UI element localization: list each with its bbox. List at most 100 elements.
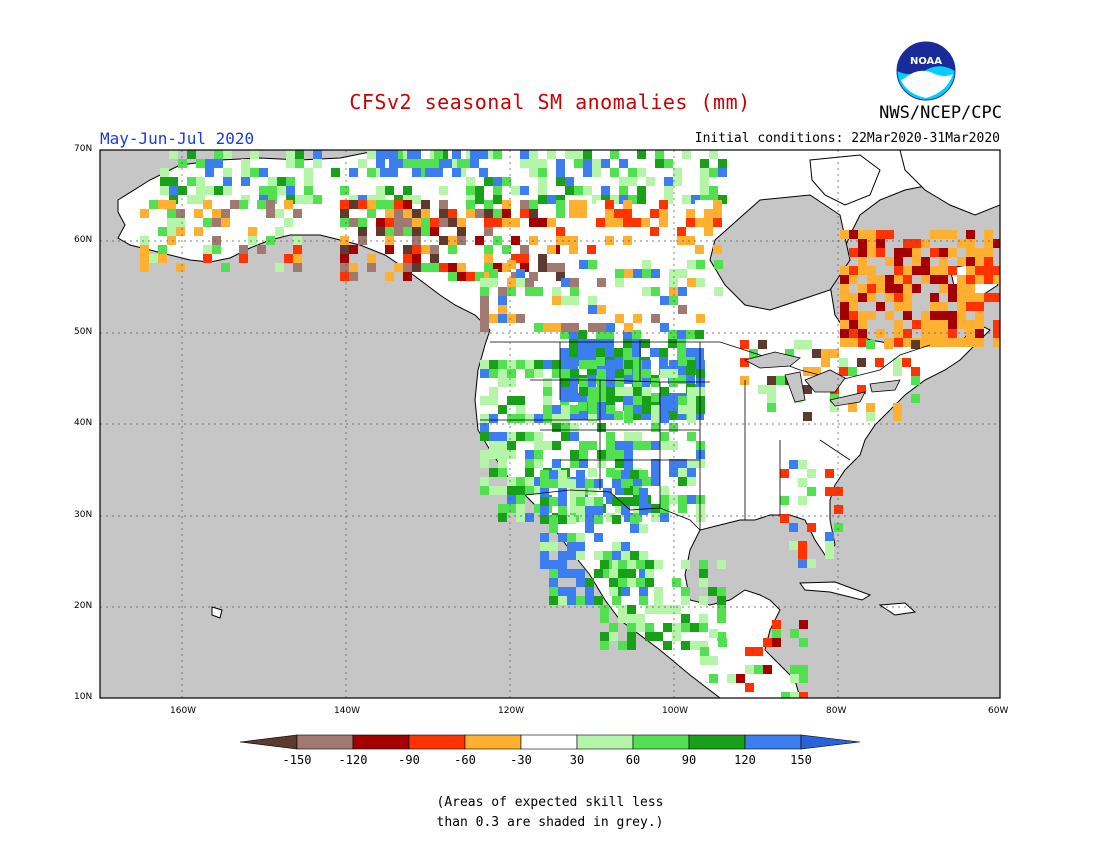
anomaly-cell (669, 287, 678, 296)
anomaly-cell (277, 177, 286, 186)
anomaly-cell (639, 569, 648, 578)
anomaly-cell (549, 542, 558, 551)
colorbar-tick-label: -90 (398, 753, 420, 767)
anomaly-cell (561, 423, 570, 432)
anomaly-cell (158, 227, 167, 236)
anomaly-cell (858, 239, 867, 248)
anomaly-cell (547, 218, 556, 227)
anomaly-cell (601, 186, 610, 195)
anomaly-cell (412, 254, 421, 263)
anomaly-cell (659, 402, 668, 411)
anomaly-cell (633, 504, 642, 513)
great-lakes (743, 351, 901, 407)
latitude-label: 40N (74, 418, 93, 428)
anomaly-cell (585, 479, 594, 488)
anomaly-cell (798, 496, 807, 505)
anomaly-cell (498, 459, 507, 468)
anomaly-cell (669, 378, 678, 387)
anomaly-cell (803, 340, 812, 349)
anomaly-cell (637, 186, 646, 195)
anomaly-cell (547, 195, 556, 204)
anomaly-cell (187, 177, 196, 186)
anomaly-cell (540, 470, 549, 479)
anomaly-cell (569, 245, 578, 254)
anomaly-cell (367, 209, 376, 218)
anomaly-cell (930, 275, 939, 284)
anomaly-cell (628, 195, 637, 204)
anomaly-cell (569, 339, 578, 348)
anomaly-cell (681, 641, 690, 650)
anomaly-cell (903, 239, 912, 248)
anomaly-cell (615, 486, 624, 495)
anomaly-cell (686, 330, 695, 339)
anomaly-cell (421, 263, 430, 272)
anomaly-cell (331, 168, 340, 177)
anomaly-cell (633, 360, 642, 369)
anomaly-cell (627, 578, 636, 587)
anomaly-cell (696, 396, 705, 405)
anomaly-cell (825, 487, 834, 496)
anomaly-cell (704, 218, 713, 227)
anomaly-cell (681, 614, 690, 623)
anomaly-cell (385, 209, 394, 218)
anomaly-cell (543, 414, 552, 423)
anomaly-cell (669, 278, 678, 287)
anomaly-cell (632, 236, 641, 245)
anomaly-cell (480, 314, 489, 323)
anomaly-cell (403, 227, 412, 236)
anomaly-cell (507, 441, 516, 450)
anomaly-cell (615, 314, 624, 323)
anomaly-cell (678, 405, 687, 414)
anomaly-cell (619, 186, 628, 195)
anomaly-cell (574, 150, 583, 159)
anomaly-cell (250, 150, 259, 159)
anomaly-cell (241, 177, 250, 186)
anomaly-cell (912, 239, 921, 248)
anomaly-cell (790, 674, 799, 683)
anomaly-cell (867, 275, 876, 284)
anomaly-cell (561, 296, 570, 305)
anomaly-cell (489, 396, 498, 405)
anomaly-cell (578, 200, 587, 209)
anomaly-cell (534, 432, 543, 441)
anomaly-cell (678, 287, 687, 296)
anomaly-cell (659, 393, 668, 402)
anomaly-cell (867, 230, 876, 239)
anomaly-cell (798, 559, 807, 568)
anomaly-cell (585, 515, 594, 524)
anomaly-cell (439, 186, 448, 195)
anomaly-cell (534, 441, 543, 450)
anomaly-cell (558, 506, 567, 515)
anomaly-cell (660, 369, 669, 378)
anomaly-cell (821, 358, 830, 367)
anomaly-cell (639, 587, 648, 596)
anomaly-cell (489, 441, 498, 450)
anomaly-cell (849, 266, 858, 275)
anomaly-cell (549, 524, 558, 533)
anomaly-cell (480, 305, 489, 314)
anomaly-cell (687, 278, 696, 287)
anomaly-cell (696, 441, 705, 450)
anomaly-cell (167, 227, 176, 236)
anomaly-cell (636, 623, 645, 632)
anomaly-cell (480, 296, 489, 305)
anomaly-cell (259, 186, 268, 195)
anomaly-cell (507, 278, 516, 287)
anomaly-cell (966, 284, 975, 293)
anomaly-cell (641, 218, 650, 227)
anomaly-cell (403, 263, 412, 272)
anomaly-cell (858, 230, 867, 239)
anomaly-cell (540, 515, 549, 524)
anomaly-cell (654, 587, 663, 596)
anomaly-cell (930, 248, 939, 257)
anomaly-cell (984, 239, 993, 248)
anomaly-cell (293, 254, 302, 263)
colorbar-swatch (632, 734, 690, 750)
anomaly-cell (678, 468, 687, 477)
anomaly-cell (621, 587, 630, 596)
anomaly-cell (993, 239, 1000, 248)
anomaly-cell (612, 497, 621, 506)
anomaly-cell (457, 218, 466, 227)
anomaly-cell (885, 311, 894, 320)
anomaly-cell (552, 296, 561, 305)
